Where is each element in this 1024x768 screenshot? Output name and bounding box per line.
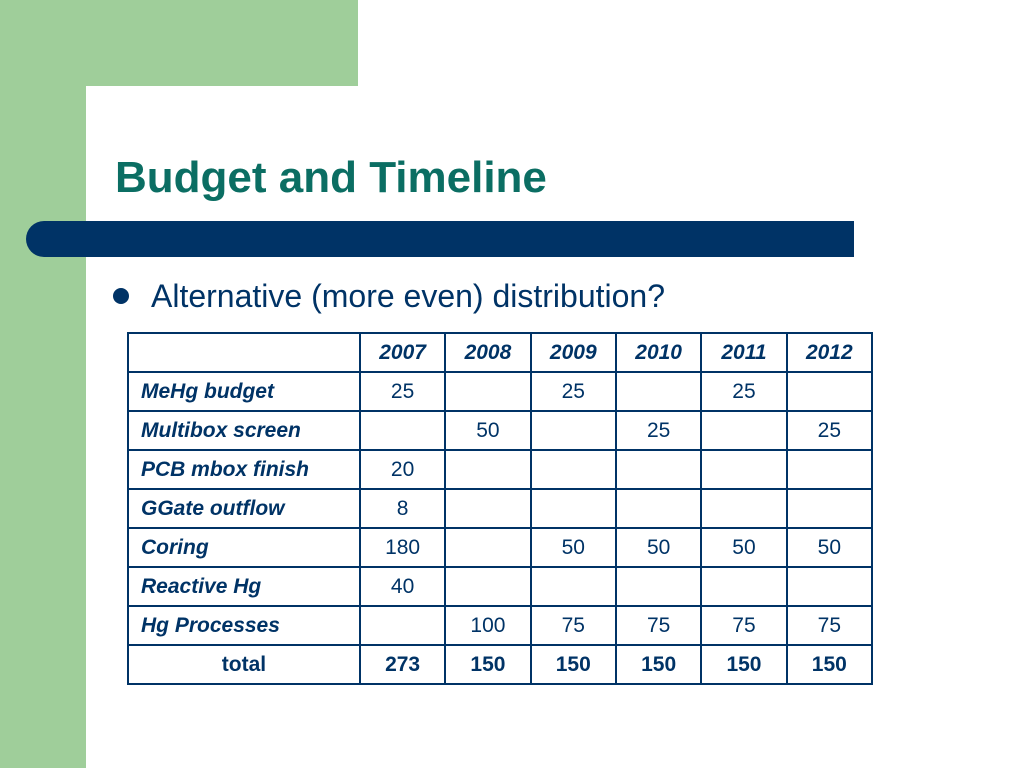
table-cell: 75 bbox=[529, 605, 617, 646]
total-cell: 150 bbox=[785, 644, 874, 685]
table-cell: 50 bbox=[444, 410, 532, 451]
table-cell bbox=[785, 371, 874, 412]
table-cell bbox=[358, 605, 447, 646]
table-cell bbox=[614, 371, 703, 412]
table-cell bbox=[444, 527, 532, 568]
table-cell: 50 bbox=[614, 527, 703, 568]
table-cell bbox=[529, 449, 617, 490]
budget-table: 2007 2008 2009 2010 2011 2012 MeHg budge… bbox=[127, 332, 874, 685]
table-cell bbox=[614, 566, 703, 607]
table-row: Reactive Hg 40 bbox=[127, 566, 874, 607]
table-row: Coring 180 50 50 50 50 bbox=[127, 527, 874, 568]
table-cell bbox=[700, 566, 788, 607]
total-label: total bbox=[127, 644, 361, 685]
bullet-text: Alternative (more even) distribution? bbox=[151, 277, 666, 314]
row-label: MeHg budget bbox=[127, 371, 361, 412]
table-cell: 100 bbox=[444, 605, 532, 646]
table-cell: 25 bbox=[614, 410, 703, 451]
row-label: Multibox screen bbox=[127, 410, 361, 451]
table-row: Multibox screen 50 25 25 bbox=[127, 410, 874, 451]
row-label: Reactive Hg bbox=[127, 566, 361, 607]
table-cell bbox=[785, 449, 874, 490]
table-row: GGate outflow 8 bbox=[127, 488, 874, 529]
table-cell: 8 bbox=[358, 488, 447, 529]
title-underline-bar bbox=[26, 221, 854, 257]
table-cell: 75 bbox=[614, 605, 703, 646]
table-cell bbox=[700, 488, 788, 529]
table-cell bbox=[529, 410, 617, 451]
year-header: 2007 bbox=[358, 332, 447, 373]
table-cell: 25 bbox=[785, 410, 874, 451]
table-cell bbox=[444, 449, 532, 490]
total-cell: 273 bbox=[358, 644, 447, 685]
accent-block-left bbox=[0, 0, 86, 768]
table-row: PCB mbox finish 20 bbox=[127, 449, 874, 490]
table-cell bbox=[614, 449, 703, 490]
total-cell: 150 bbox=[529, 644, 617, 685]
table-cell: 50 bbox=[785, 527, 874, 568]
year-header: 2009 bbox=[529, 332, 617, 373]
table-cell bbox=[700, 449, 788, 490]
year-header: 2010 bbox=[614, 332, 703, 373]
table-cell: 40 bbox=[358, 566, 447, 607]
table-cell bbox=[444, 566, 532, 607]
table-cell bbox=[358, 410, 447, 451]
total-row: total 273 150 150 150 150 150 bbox=[127, 644, 874, 685]
table-cell: 50 bbox=[529, 527, 617, 568]
table-cell: 25 bbox=[529, 371, 617, 412]
table-cell bbox=[529, 566, 617, 607]
row-label: PCB mbox finish bbox=[127, 449, 361, 490]
table-cell: 25 bbox=[700, 371, 788, 412]
total-cell: 150 bbox=[444, 644, 532, 685]
bullet-item: Alternative (more even) distribution? bbox=[113, 274, 665, 318]
table-header-row: 2007 2008 2009 2010 2011 2012 bbox=[127, 332, 874, 373]
table-cell: 50 bbox=[700, 527, 788, 568]
table-cell: 75 bbox=[785, 605, 874, 646]
table-cell bbox=[785, 566, 874, 607]
table-cell: 25 bbox=[358, 371, 447, 412]
row-label: GGate outflow bbox=[127, 488, 361, 529]
table-corner-cell bbox=[127, 332, 361, 373]
table-row: MeHg budget 25 25 25 bbox=[127, 371, 874, 412]
total-cell: 150 bbox=[614, 644, 703, 685]
table-cell bbox=[614, 488, 703, 529]
table-cell bbox=[529, 488, 617, 529]
row-label: Hg Processes bbox=[127, 605, 361, 646]
table-cell bbox=[444, 488, 532, 529]
year-header: 2008 bbox=[444, 332, 532, 373]
total-cell: 150 bbox=[700, 644, 788, 685]
slide-title: Budget and Timeline bbox=[115, 153, 547, 202]
table-cell bbox=[444, 371, 532, 412]
table-row: Hg Processes 100 75 75 75 75 bbox=[127, 605, 874, 646]
row-label: Coring bbox=[127, 527, 361, 568]
bullet-icon bbox=[113, 288, 129, 304]
table-cell bbox=[700, 410, 788, 451]
year-header: 2012 bbox=[785, 332, 874, 373]
table-cell: 20 bbox=[358, 449, 447, 490]
year-header: 2011 bbox=[700, 332, 788, 373]
table-cell: 180 bbox=[358, 527, 447, 568]
table-cell bbox=[785, 488, 874, 529]
table-cell: 75 bbox=[700, 605, 788, 646]
